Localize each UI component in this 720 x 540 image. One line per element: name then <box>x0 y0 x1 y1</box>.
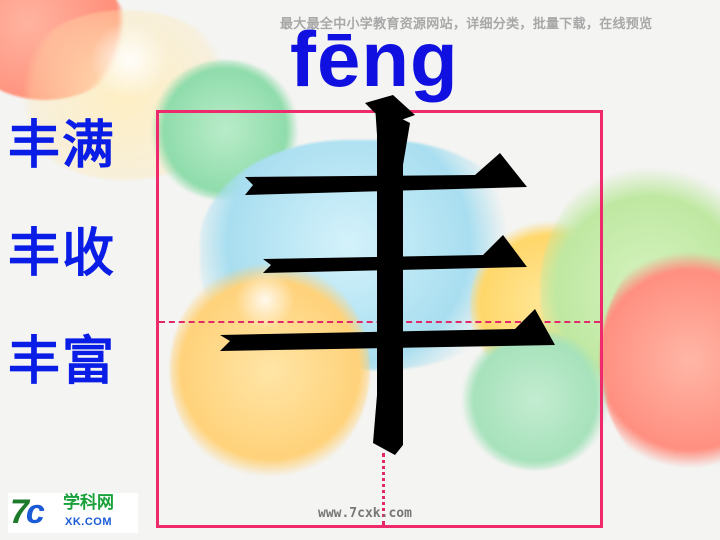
site-watermark: www.7cxk.com <box>318 506 412 521</box>
vertical-guide-line <box>382 453 385 525</box>
logo-mark: 7c <box>10 493 45 531</box>
word-item-1: 丰满 <box>8 116 117 176</box>
logo-name: 学科网 <box>63 493 114 513</box>
main-character-glyph: 丰 <box>220 95 555 455</box>
word-item-2: 丰收 <box>8 224 117 284</box>
header-banner-text: 最大最全中小学教育资源网站，详细分类，批量下载，在线预览 <box>280 17 653 32</box>
logo-url: XK.COM <box>65 516 112 528</box>
pinyin-label: fēng <box>290 15 459 103</box>
word-item-3: 丰富 <box>8 332 117 392</box>
site-logo: 7c 学科网 XK.COM <box>8 493 138 533</box>
